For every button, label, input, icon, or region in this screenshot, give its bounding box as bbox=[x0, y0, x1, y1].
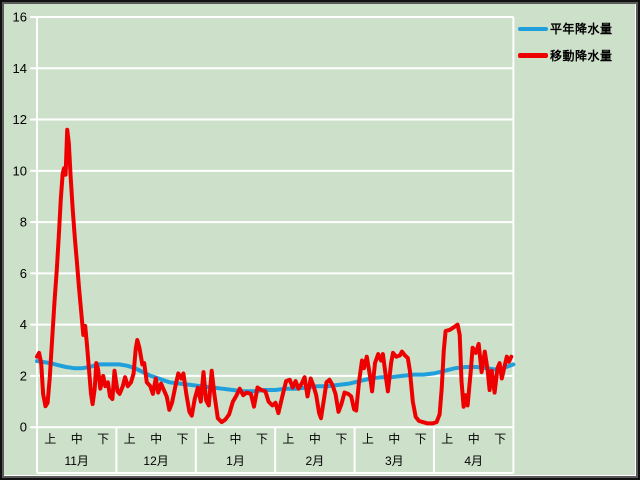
svg-text:0: 0 bbox=[20, 420, 27, 435]
svg-text:12月: 12月 bbox=[143, 454, 168, 468]
svg-text:中: 中 bbox=[71, 431, 83, 446]
svg-text:12: 12 bbox=[13, 112, 27, 127]
svg-text:上: 上 bbox=[282, 432, 294, 446]
svg-text:下: 下 bbox=[335, 432, 347, 446]
svg-text:4: 4 bbox=[20, 317, 27, 332]
svg-text:1月: 1月 bbox=[226, 454, 245, 468]
svg-text:下: 下 bbox=[256, 432, 268, 446]
svg-text:上: 上 bbox=[441, 432, 453, 446]
svg-text:下: 下 bbox=[494, 432, 506, 446]
svg-text:上: 上 bbox=[44, 432, 56, 446]
svg-text:上: 上 bbox=[362, 432, 374, 446]
svg-text:中: 中 bbox=[309, 431, 321, 446]
svg-text:下: 下 bbox=[415, 432, 427, 446]
svg-text:6: 6 bbox=[20, 266, 27, 281]
svg-text:10: 10 bbox=[13, 163, 27, 178]
svg-text:11月: 11月 bbox=[64, 454, 88, 468]
svg-text:中: 中 bbox=[468, 431, 480, 446]
svg-text:中: 中 bbox=[388, 431, 400, 446]
legend-item-normal: 平年降水量 bbox=[518, 20, 613, 37]
svg-text:14: 14 bbox=[13, 61, 27, 76]
svg-text:上: 上 bbox=[203, 432, 215, 446]
legend: 平年降水量 移動降水量 bbox=[518, 20, 613, 64]
svg-text:4月: 4月 bbox=[464, 454, 483, 468]
legend-label-moving: 移動降水量 bbox=[550, 49, 613, 63]
svg-text:2月: 2月 bbox=[306, 454, 325, 468]
legend-line-swatch-blue bbox=[518, 26, 548, 31]
svg-text:8: 8 bbox=[20, 215, 27, 230]
svg-text:3月: 3月 bbox=[385, 454, 404, 468]
legend-item-moving: 移動降水量 bbox=[518, 47, 613, 64]
svg-text:下: 下 bbox=[97, 432, 109, 446]
svg-text:16: 16 bbox=[13, 10, 27, 25]
svg-text:上: 上 bbox=[124, 432, 136, 446]
svg-text:下: 下 bbox=[177, 432, 189, 446]
svg-text:2: 2 bbox=[20, 368, 27, 383]
svg-text:中: 中 bbox=[150, 431, 162, 446]
legend-label-normal: 平年降水量 bbox=[550, 22, 613, 36]
svg-text:中: 中 bbox=[229, 431, 241, 446]
legend-line-swatch-red bbox=[518, 53, 548, 58]
